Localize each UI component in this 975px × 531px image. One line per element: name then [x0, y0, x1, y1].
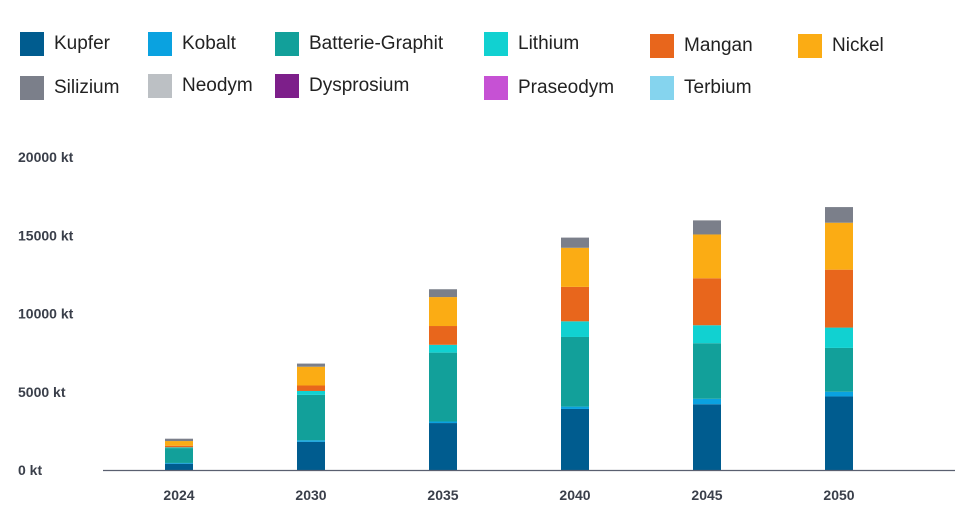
- y-tick-label: 20000 kt: [18, 149, 74, 165]
- bar-stack-2024: [165, 438, 193, 470]
- legend-item-kupfer: Kupfer: [20, 31, 110, 57]
- bar-segment-mangan-2045: [693, 278, 721, 326]
- legend-item-terbium: Terbium: [650, 75, 752, 101]
- legend-swatch: [148, 32, 172, 56]
- x-tick-label: 2040: [559, 487, 590, 503]
- bar-segment-kobalt-2024: [165, 462, 193, 464]
- bar-segment-silizium-2050: [825, 207, 853, 223]
- x-tick-label: 2045: [691, 487, 722, 503]
- legend-label: Kupfer: [54, 33, 110, 54]
- bar-segment-kupfer-2040: [561, 408, 589, 470]
- bar-segment-nickel-2035: [429, 297, 457, 327]
- bar-segment-lithium-2040: [561, 321, 589, 337]
- bar-segment-nickel-2024: [165, 441, 193, 446]
- legend-swatch: [275, 74, 299, 98]
- bar-segment-nickel-2040: [561, 247, 589, 287]
- bar-segment-silizium-2035: [429, 289, 457, 298]
- x-tick-label: 2030: [295, 487, 326, 503]
- legend-swatch: [148, 74, 172, 98]
- bar-segment-kobalt-2030: [297, 440, 325, 442]
- legend-item-batterie-graphit: Batterie-Graphit: [275, 31, 443, 57]
- legend-label: Nickel: [832, 35, 884, 56]
- legend-label: Silizium: [54, 77, 120, 98]
- x-tick-label: 2024: [163, 487, 194, 503]
- bar-segment-lithium-2045: [693, 325, 721, 344]
- bar-segment-nickel-2030: [297, 366, 325, 386]
- legend-label: Batterie-Graphit: [309, 33, 444, 54]
- legend-label: Praseodym: [518, 77, 615, 98]
- legend-item-mangan: Mangan: [650, 33, 753, 59]
- bar-segment-batterie-graphit-2024: [165, 448, 193, 463]
- bar-segment-lithium-2024: [165, 447, 193, 449]
- bar-segment-mangan-2035: [429, 326, 457, 345]
- bar-stack-2035: [429, 289, 457, 470]
- bar-segment-kobalt-2035: [429, 421, 457, 424]
- legend-item-nickel: Nickel: [798, 33, 884, 59]
- legend-swatch: [275, 32, 299, 56]
- legend-label: Dysprosium: [309, 75, 410, 96]
- x-axis: 2024 2030 2035 2040 2045 2050: [103, 469, 955, 503]
- bar-segment-kobalt-2050: [825, 391, 853, 397]
- bar-segment-lithium-2030: [297, 390, 325, 395]
- y-tick-label: 5000 kt: [18, 384, 66, 400]
- bar-segment-batterie-graphit-2045: [693, 343, 721, 399]
- legend-swatch: [20, 76, 44, 100]
- bar-segment-mangan-2024: [165, 445, 193, 448]
- legend-label: Kobalt: [182, 33, 236, 54]
- bars-group: [165, 207, 853, 470]
- bar-segment-mangan-2040: [561, 286, 589, 322]
- legend-label: Mangan: [684, 35, 753, 56]
- legend-swatch: [650, 34, 674, 58]
- bar-segment-mangan-2050: [825, 269, 853, 328]
- bar-stack-2045: [693, 220, 721, 470]
- bar-segment-kobalt-2040: [561, 406, 589, 409]
- bar-segment-kupfer-2045: [693, 404, 721, 470]
- bar-segment-kupfer-2050: [825, 396, 853, 470]
- bar-segment-nickel-2045: [693, 234, 721, 279]
- legend-item-dysprosium: Dysprosium: [275, 73, 409, 99]
- bar-segment-batterie-graphit-2040: [561, 336, 589, 407]
- bar-segment-silizium-2024: [165, 438, 193, 442]
- bar-segment-batterie-graphit-2050: [825, 347, 853, 392]
- legend-label: Neodym: [182, 75, 253, 96]
- bar-segment-silizium-2030: [297, 363, 325, 367]
- legend-item-lithium: Lithium: [484, 31, 579, 57]
- bar-segment-kobalt-2045: [693, 398, 721, 405]
- legend-item-neodym: Neodym: [148, 73, 253, 99]
- y-tick-label: 10000 kt: [18, 306, 74, 322]
- legend-item-silizium: Silizium: [20, 75, 119, 101]
- x-tick-label: 2035: [427, 487, 458, 503]
- legend-swatch: [650, 76, 674, 100]
- x-tick-label: 2050: [823, 487, 854, 503]
- y-tick-label: 15000 kt: [18, 227, 74, 243]
- bar-stack-2030: [297, 363, 325, 470]
- bar-segment-kupfer-2030: [297, 441, 325, 470]
- bar-segment-mangan-2030: [297, 385, 325, 391]
- bar-segment-batterie-graphit-2030: [297, 394, 325, 441]
- bar-stack-2050: [825, 207, 853, 470]
- bar-segment-silizium-2045: [693, 220, 721, 235]
- legend-label: Lithium: [518, 33, 580, 54]
- legend-item-kobalt: Kobalt: [148, 31, 236, 57]
- legend-item-praseodym: Praseodym: [484, 75, 614, 101]
- bar-segment-kupfer-2024: [165, 463, 193, 470]
- legend: Kupfer Kobalt Batterie-Graphit Lithium Manga…: [0, 0, 975, 110]
- legend-swatch: [484, 76, 508, 100]
- y-axis: 0 kt 5000 kt 10000 kt 15000 kt 20000 kt: [18, 149, 74, 478]
- bar-segment-lithium-2050: [825, 327, 853, 348]
- y-tick-label: 0 kt: [18, 462, 42, 478]
- bar-segment-batterie-graphit-2035: [429, 352, 457, 422]
- legend-swatch: [798, 34, 822, 58]
- legend-label: Terbium: [684, 77, 752, 98]
- bar-segment-silizium-2040: [561, 237, 589, 248]
- legend-swatch: [484, 32, 508, 56]
- bar-segment-nickel-2050: [825, 222, 853, 270]
- bar-stack-2040: [561, 237, 589, 470]
- bar-segment-lithium-2035: [429, 344, 457, 353]
- bar-segment-kupfer-2035: [429, 423, 457, 470]
- legend-swatch: [20, 32, 44, 56]
